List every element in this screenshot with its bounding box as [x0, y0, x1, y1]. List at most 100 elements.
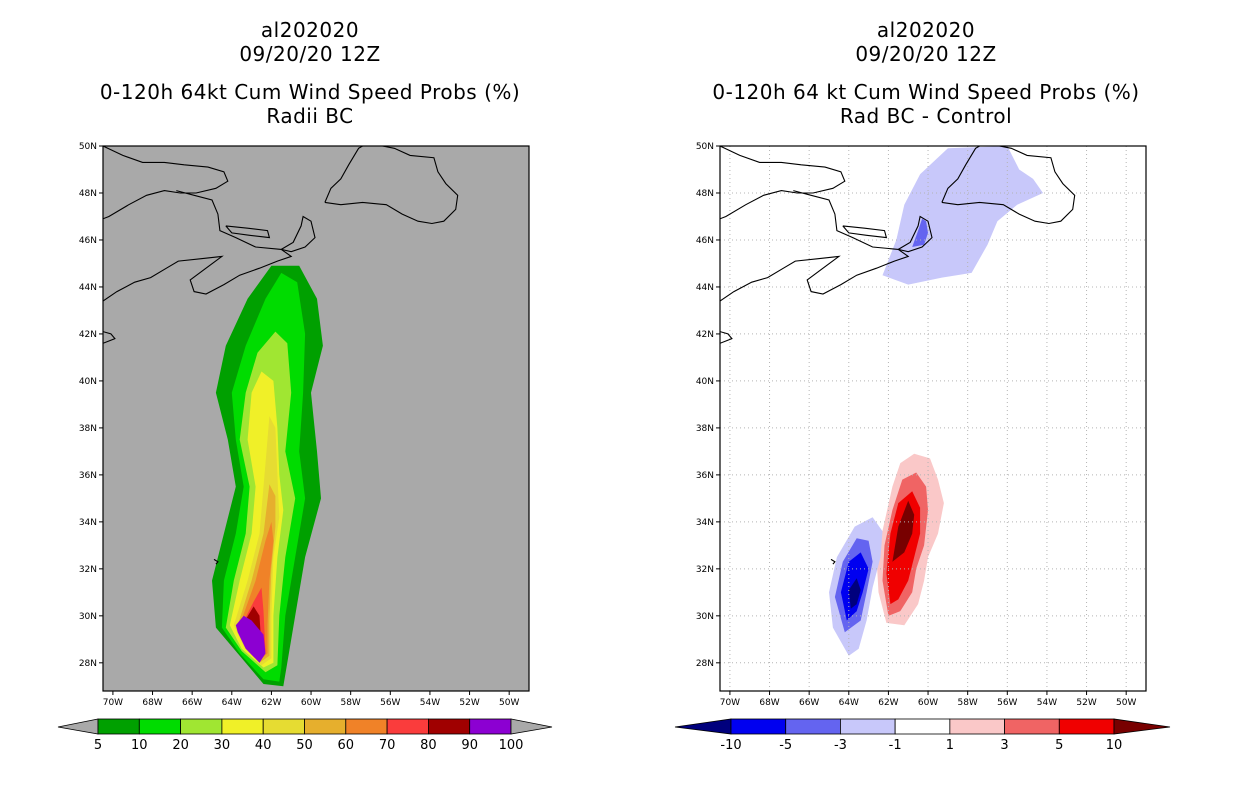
right-map-frame [719, 145, 1147, 692]
left-title-date: 09/20/20 12Z [239, 42, 381, 66]
left-colorbar-label-4: 40 [255, 738, 272, 753]
right-ytick-label-28N: 28N [696, 659, 714, 669]
left-xtick-label-52W: 52W [459, 698, 479, 708]
left-coastline-7 [213, 558, 219, 565]
left-ytick-label-32N: 32N [79, 565, 97, 575]
right-coastline-7 [830, 558, 836, 565]
right-xtick-label-60W: 60W [918, 698, 938, 708]
right-ytick-label-42N: 42N [696, 330, 714, 340]
right-coastline-0 [720, 146, 846, 220]
right-plot-area [720, 146, 1146, 691]
left-colorbar: 5 10 20 30 40 50 60 70 80 90 100 [57, 718, 553, 753]
right-colorbar-label-2: -3 [834, 738, 847, 753]
left-xtick-label-62W: 62W [261, 698, 281, 708]
left-ytick-label-38N: 38N [79, 424, 97, 434]
right-xtick-label-62W: 62W [878, 698, 898, 708]
right-contour-10 [892, 500, 915, 562]
right-colorbar-swatch-3 [894, 718, 951, 735]
right-ytick-label-36N: 36N [696, 471, 714, 481]
left-colorbar-label-5: 50 [296, 738, 313, 753]
right-ytick-label-40N: 40N [696, 377, 714, 387]
right-colorbar-swatch-4 [949, 718, 1005, 735]
right-ytick-label-44N: 44N [696, 283, 714, 293]
right-title-block: al202020 09/20/20 12Z 0-120h 64 kt Cum W… [676, 18, 1176, 128]
right-title-date: 09/20/20 12Z [855, 42, 997, 66]
left-xtick-label-64W: 64W [222, 698, 242, 708]
right-colorbar-swatch-6 [1058, 718, 1115, 735]
right-colorbar-label-6: 5 [1055, 738, 1063, 753]
left-ytick-label-42N: 42N [79, 330, 97, 340]
left-ytick-label-34N: 34N [79, 518, 97, 528]
right-colorbar-swatch-1 [785, 718, 841, 735]
right-xtick-label-70W: 70W [720, 698, 740, 708]
left-colorbar-over-arrow [510, 718, 553, 735]
right-xtick-label-54W: 54W [1037, 698, 1057, 708]
right-map-panel: 70W 68W 66W 64W 62W 60W 58W 56W 54W 52W 50W 28N 30N 3… [696, 142, 1147, 708]
right-contour-neg1 [882, 146, 1043, 285]
left-xtick-label-70W: 70W [103, 698, 123, 708]
right-coastline-5 [941, 146, 980, 203]
left-xtick-label-50W: 50W [499, 698, 519, 708]
left-colorbar-label-8: 80 [420, 738, 437, 753]
right-colorbar-over-arrow [1113, 718, 1171, 735]
left-coastline-6 [103, 331, 116, 344]
left-coastline-2 [225, 225, 271, 239]
left-colorbar-swatch-9 [469, 718, 512, 735]
left-colorbar-swatch-6 [345, 718, 388, 735]
right-ytick-label-38N: 38N [696, 424, 714, 434]
left-colorbar-label-6: 60 [338, 738, 355, 753]
right-ytick-label-30N: 30N [696, 612, 714, 622]
right-colorbar-label-5: 3 [1000, 738, 1008, 753]
left-ytick-label-40N: 40N [79, 377, 97, 387]
right-coastline-2 [842, 225, 888, 239]
right-xtick-label-66W: 66W [799, 698, 819, 708]
left-coastline-1 [103, 190, 293, 302]
right-xtick-label-52W: 52W [1076, 698, 1096, 708]
left-title-variant: Radii BC [266, 104, 354, 128]
right-title-variant: Rad BC - Control [839, 104, 1013, 128]
right-xtick-label-58W: 58W [957, 698, 977, 708]
right-ytick-label-46N: 46N [696, 236, 714, 246]
right-colorbar-swatch-5 [1004, 718, 1060, 735]
left-colorbar-swatch-5 [304, 718, 347, 735]
left-title-storm: al202020 [260, 18, 360, 42]
right-title-storm: al202020 [876, 18, 976, 42]
right-contour-neg10 [848, 578, 861, 609]
left-title-block: al202020 09/20/20 12Z 0-120h 64kt Cum Wi… [60, 18, 560, 128]
right-coastline-3 [898, 215, 933, 253]
left-colorbar-label-2: 20 [172, 738, 189, 753]
right-colorbar-swatch-2 [840, 718, 896, 735]
left-xtick-label-58W: 58W [340, 698, 360, 708]
left-colorbar-swatch-1 [138, 718, 182, 735]
left-coastline-5 [324, 146, 363, 203]
right-colorbar-under-arrow [674, 718, 732, 735]
left-colorbar-label-3: 30 [214, 738, 231, 753]
right-title-product: 0-120h 64 kt Cum Wind Speed Probs (%) [712, 80, 1140, 104]
left-map-background [103, 146, 529, 691]
left-map-panel: 70W 68W 66W 64W 62W 60W 58W 56W 54W 52W 50W 28N 30N 3… [79, 142, 530, 708]
right-colorbar-label-4: 1 [946, 738, 954, 753]
right-coastline-4 [941, 146, 1076, 225]
right-ytick-label-48N: 48N [696, 189, 714, 199]
right-coastline-6 [720, 331, 733, 344]
left-colorbar-swatch-3 [221, 718, 264, 735]
left-coastline-3 [281, 215, 316, 253]
right-colorbar-label-1: -5 [779, 738, 792, 753]
right-xtick-label-68W: 68W [759, 698, 779, 708]
left-plot-area [103, 146, 459, 687]
right-colorbar-label-7: 10 [1106, 738, 1123, 753]
left-ytick-label-46N: 46N [79, 236, 97, 246]
right-xtick-label-56W: 56W [997, 698, 1017, 708]
left-colorbar-swatch-0 [97, 718, 140, 735]
left-colorbar-swatch-4 [262, 718, 305, 735]
left-colorbar-label-0: 5 [94, 738, 102, 753]
right-colorbar-label-0: -10 [720, 738, 741, 753]
left-colorbar-label-10: 100 [499, 738, 524, 753]
right-ytick-label-34N: 34N [696, 518, 714, 528]
right-coastline-1 [720, 190, 910, 302]
left-ytick-label-36N: 36N [79, 471, 97, 481]
right-ytick-label-32N: 32N [696, 565, 714, 575]
left-coastline-0 [103, 146, 229, 220]
right-colorbar-label-3: -1 [889, 738, 902, 753]
